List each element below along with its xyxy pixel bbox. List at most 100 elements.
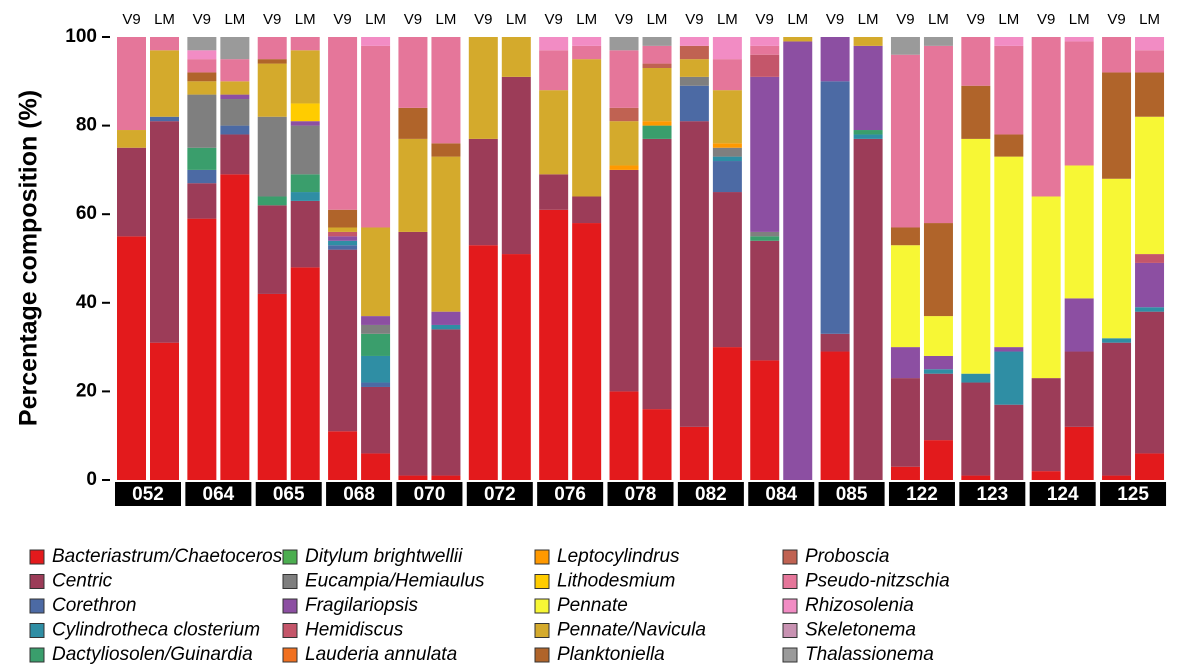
bar-label: V9 [967,11,985,28]
bar-segment [1135,453,1165,480]
y-tick-label: 80 [76,115,97,136]
legend-label: Pennate/Navicula [557,620,706,641]
station-box [959,482,1026,506]
legend-swatch [282,574,298,589]
bar-segment [890,245,920,348]
bar-segment [1102,72,1132,179]
bar-segment [679,121,709,427]
bar-label: V9 [896,11,914,28]
bar-segment [712,192,742,348]
bar-segment [290,37,320,51]
bar-segment [572,196,602,224]
legend-swatch [282,623,298,638]
bar-segment [923,369,953,374]
bar-segment [890,466,920,480]
station-box [818,482,885,506]
y-tick-label: 60 [76,203,97,224]
bar-label: LM [787,11,808,28]
bar-segment [642,63,672,69]
y-tick-label: 40 [76,292,97,313]
legend-label: Pennate [557,595,628,616]
legend-swatch [29,574,45,589]
bar-label: LM [576,11,597,28]
bar-segment [750,236,780,241]
bar-segment [712,156,742,162]
station-label: 070 [414,484,446,505]
bar-segment [961,138,991,374]
legend-label: Hemidiscus [305,620,404,641]
bar-segment [679,426,709,480]
legend-swatch [534,647,550,663]
bar-segment [1064,41,1094,166]
legend-swatch [534,549,550,565]
bar-segment [712,90,742,144]
bar-segment [994,351,1024,405]
bar-segment [712,59,742,91]
station-box [185,482,252,506]
legend-swatch [29,549,45,565]
bar-segment [923,373,953,441]
bar-segment [923,45,953,224]
bar-segment [820,333,850,352]
station-label: 082 [695,484,727,505]
legend-swatch [282,647,298,663]
legend-label: Rhizosolenia [805,595,914,616]
bar-segment [328,245,358,250]
bar-label: V9 [756,11,774,28]
legend-swatch [782,623,798,638]
bar-segment [961,382,991,476]
bar-segment [150,37,179,51]
bar-label: V9 [193,11,211,28]
bar-segment [1135,37,1165,51]
bar-segment [290,200,320,268]
station-label: 072 [484,484,516,505]
legend-swatch [534,598,550,614]
bar-segment [712,161,742,193]
bar-segment [853,134,883,139]
station-box [115,482,181,506]
legend-label: Lithodesmium [557,571,675,592]
bar-segment [361,333,391,356]
bar-segment [642,45,672,64]
bar-segment [820,37,850,82]
bar-segment [712,347,742,480]
bar-segment [1102,37,1132,73]
bar-segment [923,440,953,480]
bar-segment [150,50,179,117]
bar-segment [1102,342,1132,476]
bar-segment [539,50,569,91]
station-box [396,482,463,506]
y-tick-label: 20 [76,380,97,401]
bar-segment [361,355,391,383]
bar-segment [187,59,217,73]
legend-label: Eucampia/Hemiaulus [305,571,485,592]
bar-segment [361,37,391,46]
bar-segment [257,196,287,206]
bar-label: V9 [615,11,633,28]
bar-label: V9 [333,11,351,28]
bar-segment [750,231,780,237]
bar-segment [468,138,498,246]
bar-segment [431,37,461,144]
bar-segment [328,209,358,228]
bar-segment [290,50,320,104]
bar-segment [290,103,320,122]
bar-segment [853,130,883,135]
legend-label: Cylindrotheca closterium [52,620,260,641]
bar-label: LM [506,11,527,28]
bar-segment [1135,116,1165,255]
legend-swatch [29,647,45,663]
bar-segment [1064,351,1094,427]
bar-segment [750,37,780,46]
station-box [466,482,533,506]
bar-segment [609,169,639,392]
legend-swatch [29,623,45,638]
legend-swatch [29,598,45,614]
bar-segment [257,116,287,197]
bar-segment [750,360,780,480]
bar-label: V9 [404,11,422,28]
bar-segment [642,409,672,480]
bar-segment [750,240,780,361]
bar-segment [572,59,602,197]
bar-segment [361,386,391,454]
